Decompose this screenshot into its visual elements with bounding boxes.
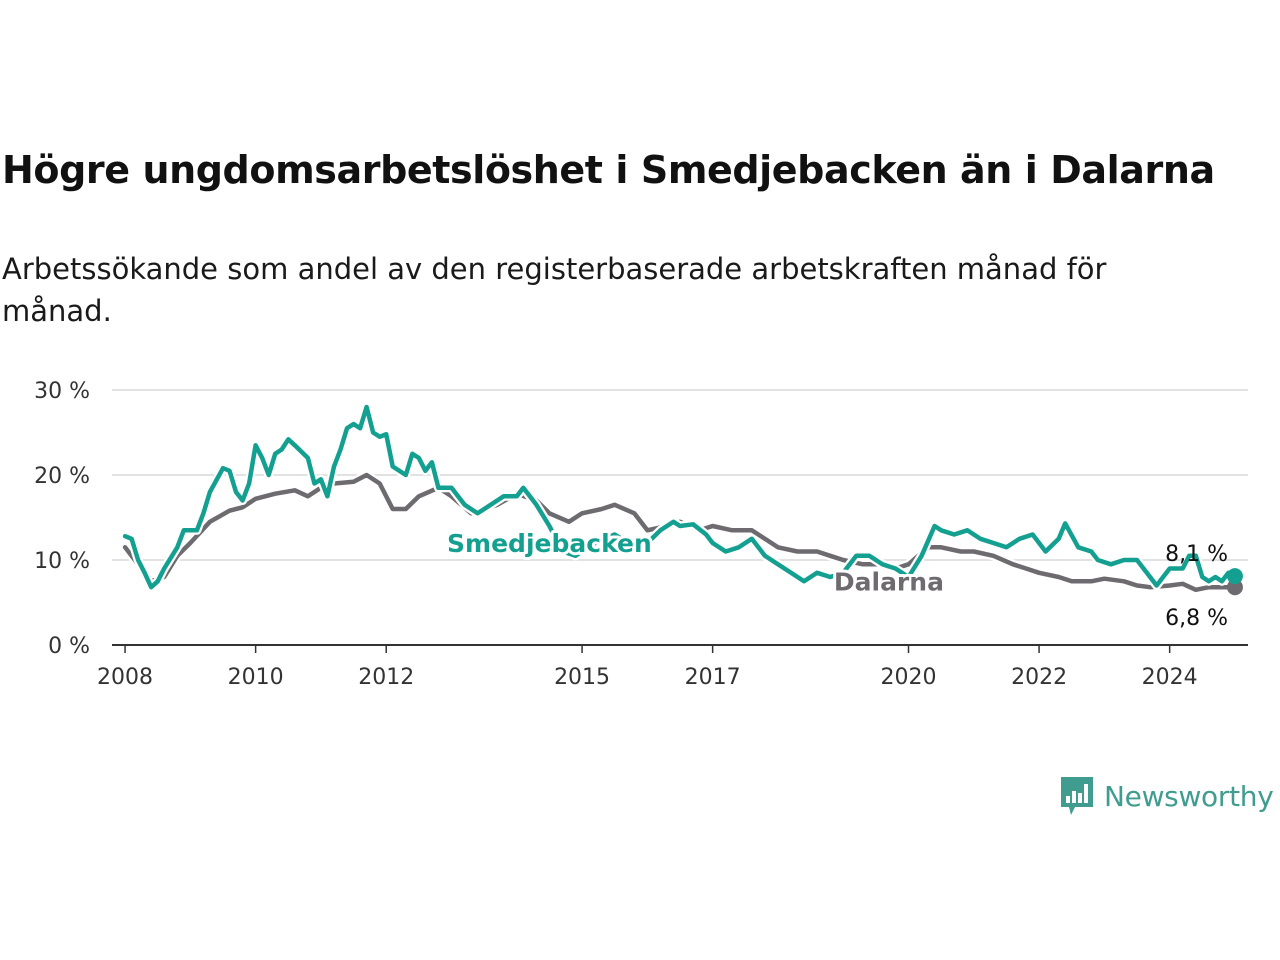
series-line-smedjebacken [122, 404, 1238, 590]
x-axis: 2008 2010 2012 2015 2017 2020 2022 2024 [97, 644, 1248, 690]
x-tick-label: 2008 [97, 665, 153, 690]
x-tick-label: 2017 [685, 665, 741, 690]
chart-title: Högre ungdomsarbetslöshet i Smedjebacken… [2, 148, 1215, 192]
series-label-halo-smedjebacken: Smedjebacken [447, 529, 652, 558]
end-marker-smedjebacken [1226, 568, 1243, 585]
end-marker-dalarna [1226, 579, 1243, 596]
chart-subtitle: Arbetssökande som andel av den registerb… [2, 252, 1107, 328]
x-tick-label: 2010 [228, 665, 284, 690]
y-tick-label: 20 % [34, 464, 90, 489]
logo-text: Newsworthy [1104, 779, 1274, 813]
y-tick-label: 30 % [34, 379, 90, 404]
newsworthy-bar-chart-icon [1061, 777, 1093, 815]
series-lines [120, 402, 1240, 595]
x-tick-label: 2020 [881, 665, 937, 690]
y-axis-ticks: 0 % 10 % 20 % 30 % [34, 379, 90, 659]
y-tick-label: 0 % [48, 634, 90, 659]
series-label-smedjebacken: Smedjebacken [447, 529, 652, 558]
end-label-dalarna: 6,8 % [1165, 606, 1228, 631]
x-tick-label: 2022 [1011, 665, 1067, 690]
y-tick-label: 10 % [34, 549, 90, 574]
x-tick-label: 2012 [358, 665, 414, 690]
newsworthy-logo: Newsworthy [1058, 774, 1274, 818]
end-label-smedjebacken: 8,1 % [1165, 542, 1228, 567]
line-chart: 0 % 10 % 20 % 30 % 2008 2010 2012 2015 2017 2020… [34, 379, 1248, 690]
series-label-halo-dalarna: Dalarna [834, 567, 944, 596]
x-tick-label: 2024 [1142, 665, 1198, 690]
grid-lines [112, 389, 1248, 561]
series-label-dalarna: Dalarna [834, 567, 944, 596]
series-labels: 8,1 %6,8 %SmedjebackenSmedjebackenDalarn… [444, 526, 1243, 631]
x-tick-label: 2015 [554, 665, 610, 690]
